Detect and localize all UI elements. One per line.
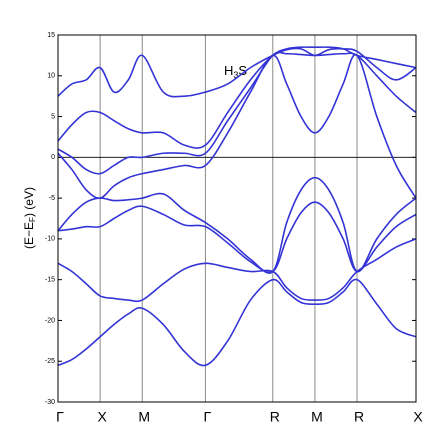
y-tick-label: -25 — [45, 358, 55, 365]
band-line — [57, 47, 417, 98]
y-tick-label: 15 — [47, 32, 55, 39]
y-axis-label: (E−EF) (eV) — [22, 187, 37, 249]
x-tick-label: M — [138, 409, 150, 425]
y-tick-label: -10 — [45, 236, 55, 243]
x-tick-label: Γ — [204, 409, 212, 425]
y-tick-label: -5 — [49, 195, 55, 202]
x-tick-label: X — [413, 409, 423, 425]
band-line — [57, 53, 417, 199]
band-line — [57, 278, 417, 367]
y-tick-label: 0 — [51, 154, 55, 161]
plot-frame — [57, 34, 417, 403]
band-line — [57, 201, 417, 274]
y-tick-label: 5 — [51, 113, 55, 120]
x-tick-label: Γ — [56, 409, 64, 425]
band-line — [57, 46, 417, 149]
x-tick-label: R — [354, 409, 364, 425]
y-tick-label: 10 — [47, 73, 55, 80]
y-tick-label: -20 — [45, 317, 55, 324]
y-tick-label: -30 — [45, 399, 55, 406]
annotation: H3S — [224, 63, 247, 80]
band-line — [57, 176, 417, 274]
x-tick-label: X — [97, 409, 107, 425]
x-tick-label: M — [311, 409, 323, 425]
band-line — [57, 238, 417, 303]
x-tick-label: R — [270, 409, 280, 425]
band-line — [57, 51, 417, 175]
y-tick-label: -15 — [45, 277, 55, 284]
